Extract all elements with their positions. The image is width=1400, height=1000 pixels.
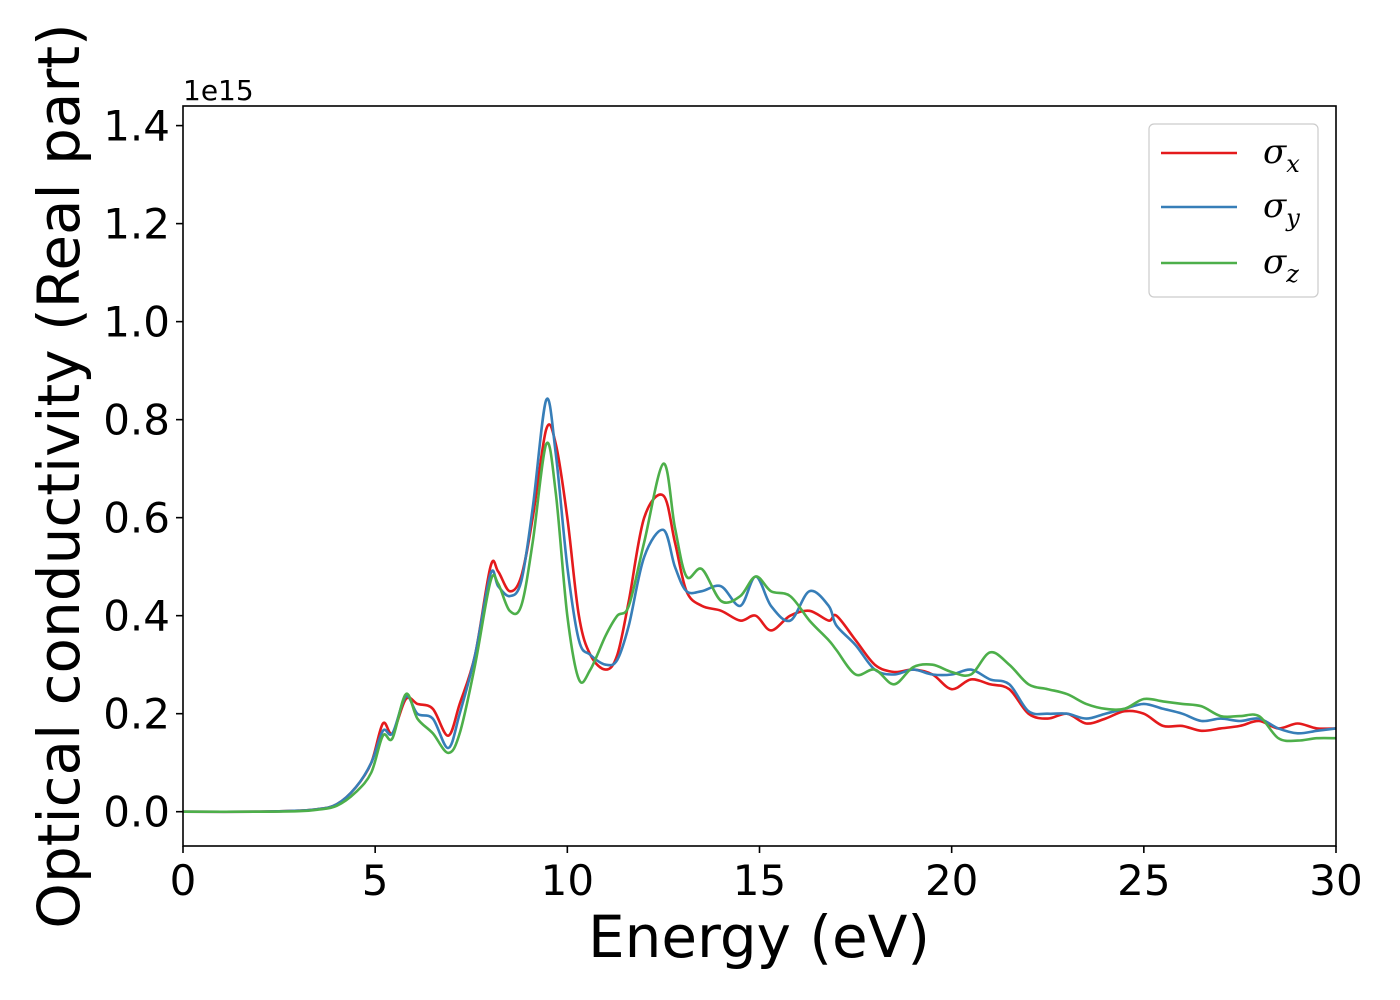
y-tick-label: 0.8 xyxy=(103,396,170,445)
series-line-y xyxy=(182,397,1337,814)
y-axis-label: Optical conductivity (Real part) xyxy=(25,23,93,928)
legend-label-y: σy xyxy=(1263,186,1300,232)
x-tick-label: 10 xyxy=(541,856,594,905)
x-tick-label: 20 xyxy=(925,856,978,905)
y-tick-label: 1.4 xyxy=(103,102,170,151)
x-axis-label: Energy (eV) xyxy=(588,903,930,971)
x-axis-ticks: 0 5 10 15 20 25 30 xyxy=(170,846,1363,905)
legend-frame xyxy=(1148,123,1319,298)
series-line-z xyxy=(182,441,1337,814)
x-tick-label: 25 xyxy=(1117,856,1170,905)
x-tick-label: 15 xyxy=(733,856,786,905)
y-tick-label: 0.6 xyxy=(103,494,170,543)
series-layer xyxy=(182,397,1337,814)
x-tick-label: 5 xyxy=(362,856,389,905)
legend-label-x: σx xyxy=(1263,132,1300,178)
x-tick-label: 0 xyxy=(170,856,197,905)
x-tick-label: 30 xyxy=(1309,856,1362,905)
y-tick-label: 1.2 xyxy=(103,200,170,249)
y-axis-ticks: 0.0 0.2 0.4 0.6 0.8 1.0 1.2 1.4 xyxy=(103,102,183,837)
y-tick-label: 0.0 xyxy=(103,788,170,837)
y-tick-label: 0.4 xyxy=(103,592,170,641)
series-line-x xyxy=(182,423,1337,814)
y-tick-label: 0.2 xyxy=(103,690,170,739)
y-tick-label: 1.0 xyxy=(103,298,170,347)
y-offset-label: 1e15 xyxy=(183,74,254,107)
